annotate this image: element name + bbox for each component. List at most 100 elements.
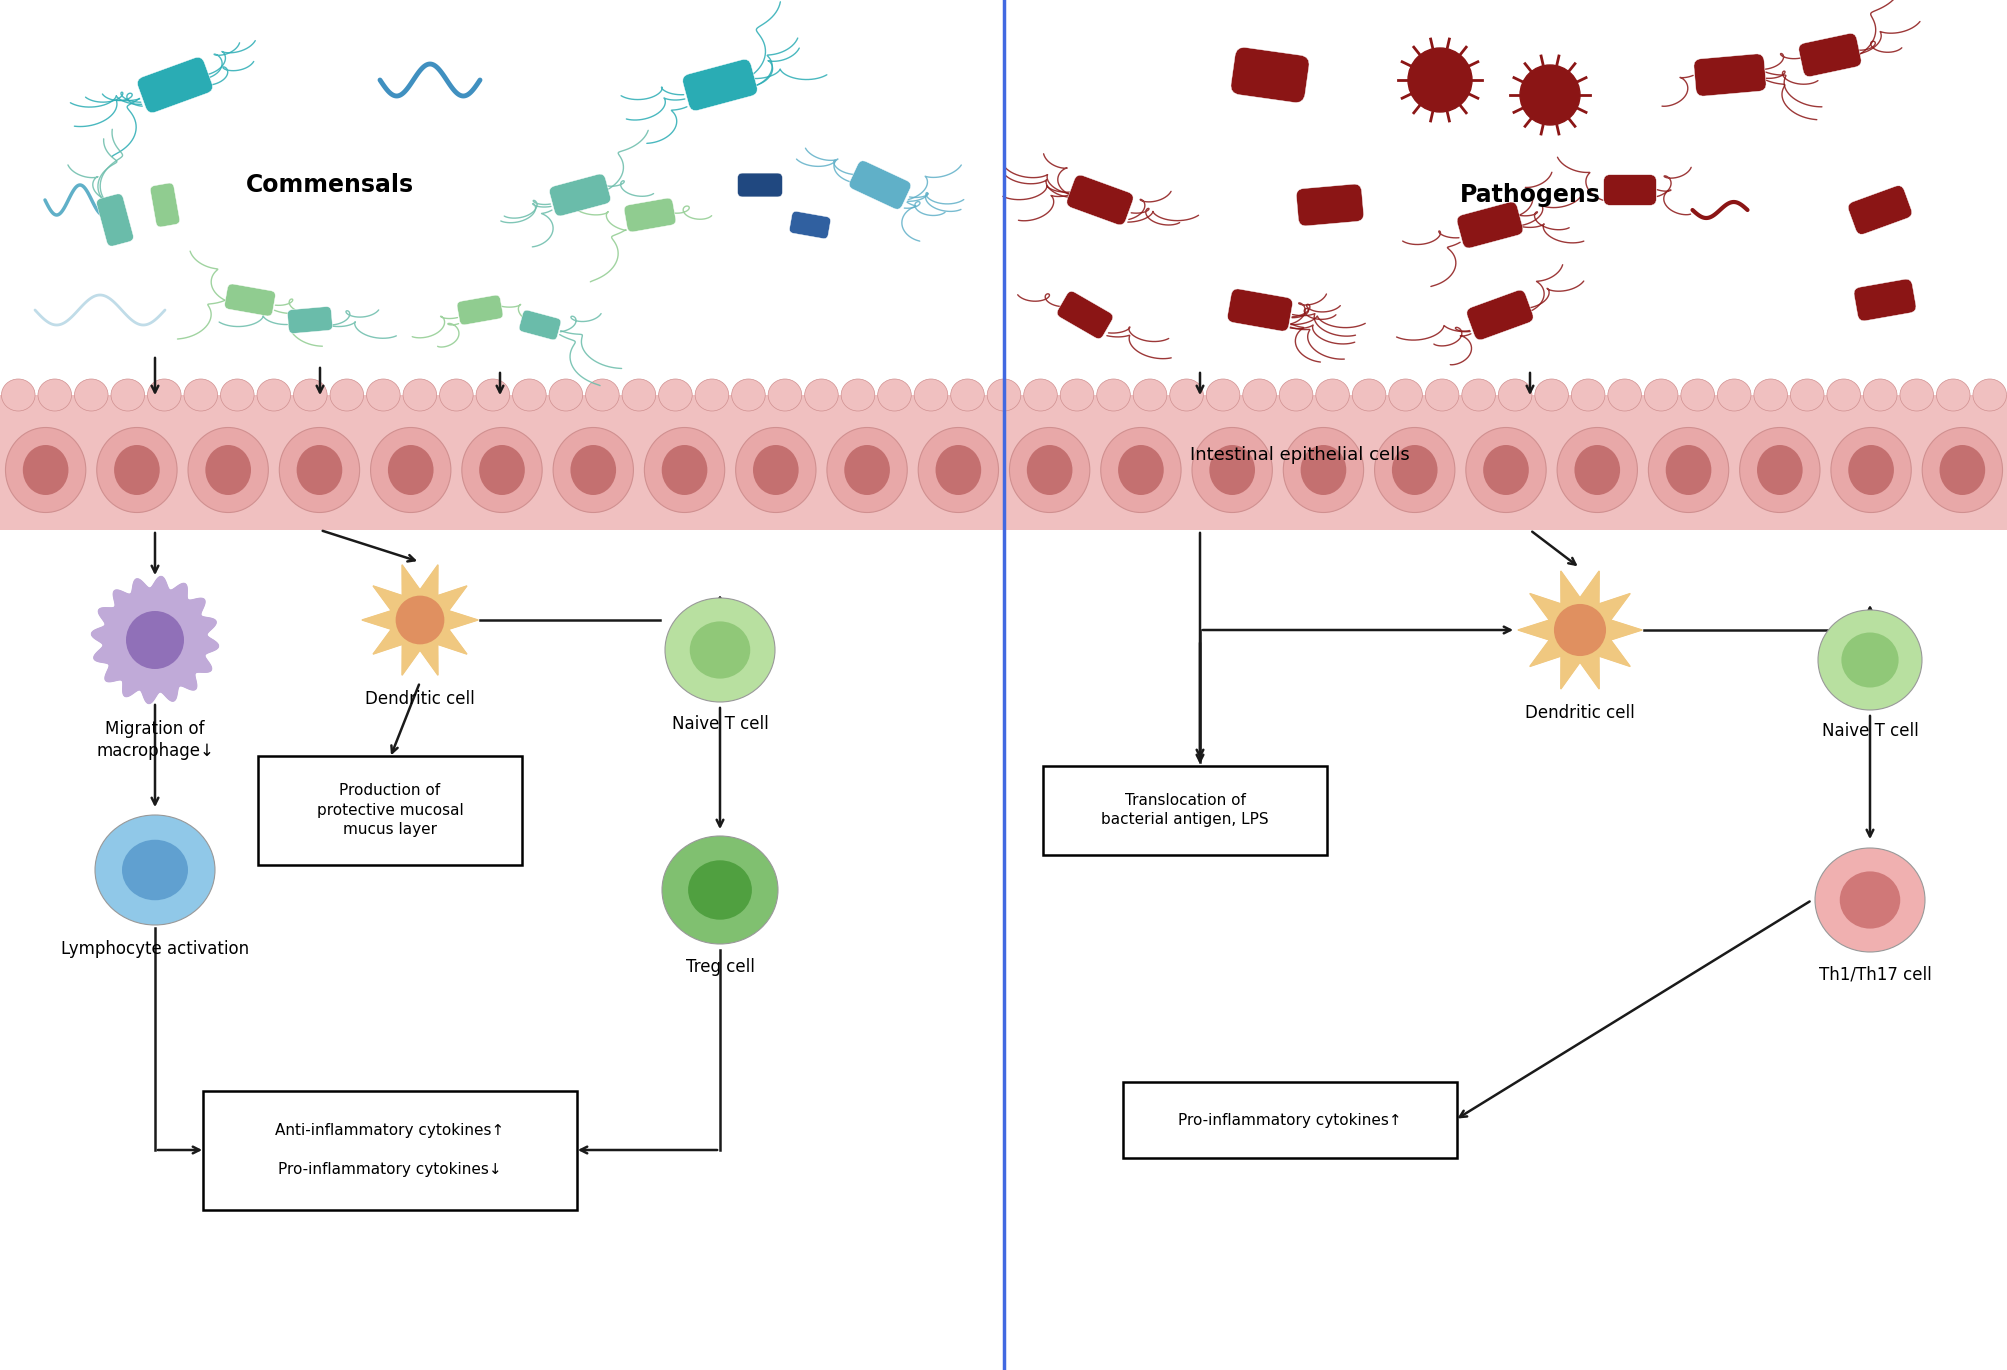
Text: Pathogens: Pathogens (1459, 184, 1600, 207)
Text: Dendritic cell: Dendritic cell (365, 690, 474, 708)
Ellipse shape (329, 379, 363, 411)
Ellipse shape (38, 379, 72, 411)
Ellipse shape (1375, 427, 1455, 512)
Ellipse shape (731, 379, 765, 411)
Ellipse shape (1573, 445, 1620, 495)
Polygon shape (92, 577, 219, 703)
Ellipse shape (480, 445, 524, 495)
FancyBboxPatch shape (737, 173, 783, 197)
FancyBboxPatch shape (287, 307, 333, 333)
Ellipse shape (1571, 379, 1604, 411)
Ellipse shape (1282, 427, 1363, 512)
FancyBboxPatch shape (1604, 175, 1656, 206)
Text: Lymphocyte activation: Lymphocyte activation (60, 940, 249, 958)
Ellipse shape (1010, 427, 1090, 512)
Ellipse shape (949, 379, 983, 411)
Ellipse shape (221, 379, 255, 411)
Ellipse shape (293, 379, 327, 411)
Ellipse shape (570, 445, 616, 495)
FancyBboxPatch shape (1226, 289, 1293, 332)
Ellipse shape (548, 379, 582, 411)
Text: Production of
protective mucosal
mucus layer: Production of protective mucosal mucus l… (317, 782, 464, 837)
Ellipse shape (96, 427, 177, 512)
Ellipse shape (1351, 379, 1385, 411)
FancyBboxPatch shape (520, 310, 560, 340)
Ellipse shape (769, 379, 801, 411)
FancyBboxPatch shape (136, 58, 213, 112)
Ellipse shape (2, 379, 34, 411)
Ellipse shape (387, 445, 434, 495)
Ellipse shape (1461, 379, 1495, 411)
Ellipse shape (841, 379, 875, 411)
Ellipse shape (1738, 427, 1818, 512)
Ellipse shape (440, 379, 474, 411)
Ellipse shape (987, 379, 1020, 411)
Ellipse shape (1846, 445, 1893, 495)
Ellipse shape (1425, 379, 1459, 411)
FancyBboxPatch shape (1465, 290, 1533, 340)
Ellipse shape (586, 379, 618, 411)
Ellipse shape (1533, 379, 1567, 411)
Ellipse shape (1973, 379, 2005, 411)
Text: Th1/Th17 cell: Th1/Th17 cell (1818, 964, 1931, 984)
FancyBboxPatch shape (682, 59, 757, 111)
FancyBboxPatch shape (1042, 766, 1327, 855)
Ellipse shape (1838, 871, 1899, 929)
FancyBboxPatch shape (789, 211, 831, 238)
Ellipse shape (1060, 379, 1094, 411)
Circle shape (1407, 48, 1471, 112)
Ellipse shape (1465, 427, 1545, 512)
Polygon shape (1517, 571, 1642, 689)
Ellipse shape (122, 840, 189, 900)
Ellipse shape (664, 597, 775, 701)
Ellipse shape (1666, 445, 1710, 495)
Text: Intestinal epithelial cells: Intestinal epithelial cells (1190, 447, 1409, 464)
Ellipse shape (735, 427, 815, 512)
Text: Naive T cell: Naive T cell (1820, 722, 1917, 740)
Text: Dendritic cell: Dendritic cell (1525, 704, 1634, 722)
Ellipse shape (189, 427, 269, 512)
Ellipse shape (462, 427, 542, 512)
Ellipse shape (935, 445, 981, 495)
Ellipse shape (1899, 379, 1933, 411)
Text: Naive T cell: Naive T cell (670, 715, 769, 733)
Ellipse shape (1644, 379, 1678, 411)
Ellipse shape (205, 445, 251, 495)
Ellipse shape (371, 427, 452, 512)
Ellipse shape (22, 445, 68, 495)
Ellipse shape (1278, 379, 1313, 411)
Ellipse shape (110, 379, 145, 411)
Ellipse shape (694, 379, 729, 411)
Ellipse shape (1497, 379, 1531, 411)
Ellipse shape (1242, 379, 1276, 411)
FancyBboxPatch shape (624, 199, 676, 232)
Ellipse shape (917, 427, 997, 512)
Ellipse shape (877, 379, 911, 411)
Ellipse shape (1555, 427, 1636, 512)
Ellipse shape (512, 379, 546, 411)
Text: Anti-inflammatory cytokines↑

Pro-inflammatory cytokines↓: Anti-inflammatory cytokines↑ Pro-inflamm… (275, 1122, 504, 1177)
Ellipse shape (114, 445, 161, 495)
Ellipse shape (1752, 379, 1786, 411)
Ellipse shape (1680, 379, 1714, 411)
FancyBboxPatch shape (1056, 292, 1112, 338)
FancyBboxPatch shape (257, 755, 522, 864)
Ellipse shape (1483, 445, 1527, 495)
Ellipse shape (1024, 379, 1058, 411)
Ellipse shape (1840, 633, 1899, 688)
Ellipse shape (662, 836, 777, 944)
FancyBboxPatch shape (458, 295, 502, 325)
Text: Commensals: Commensals (245, 173, 413, 197)
Polygon shape (361, 564, 478, 675)
FancyBboxPatch shape (96, 195, 132, 247)
Ellipse shape (1208, 445, 1254, 495)
FancyBboxPatch shape (1066, 175, 1132, 225)
Ellipse shape (1648, 427, 1728, 512)
Ellipse shape (1921, 427, 2001, 512)
Circle shape (395, 596, 444, 644)
Ellipse shape (843, 445, 889, 495)
Ellipse shape (1935, 379, 1969, 411)
Ellipse shape (403, 379, 436, 411)
FancyBboxPatch shape (550, 174, 610, 216)
FancyBboxPatch shape (225, 284, 275, 316)
